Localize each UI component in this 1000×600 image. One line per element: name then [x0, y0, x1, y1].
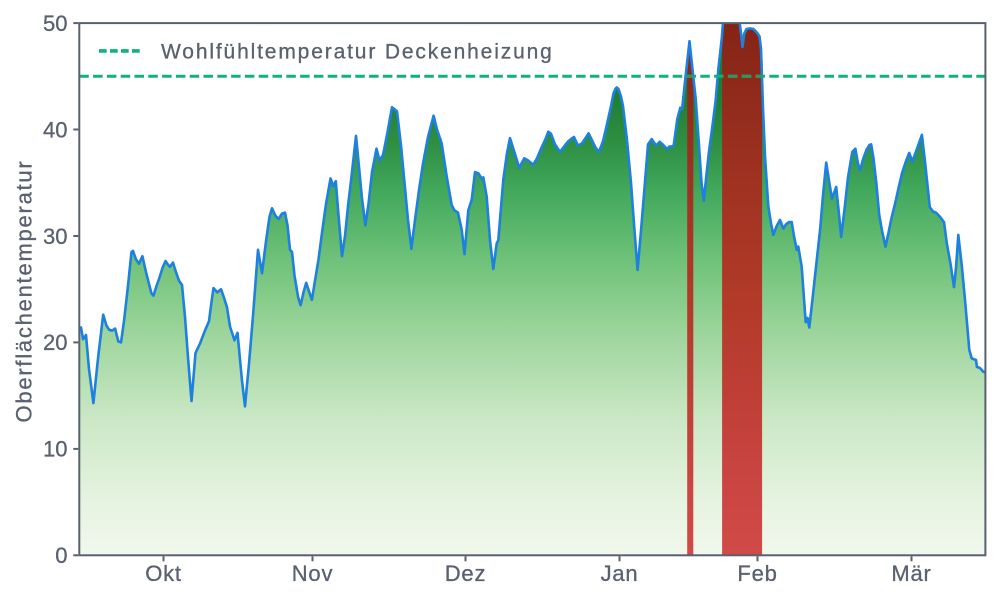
svg-text:Oberflächentemperatur: Oberflächentemperatur — [11, 160, 36, 423]
svg-text:10: 10 — [43, 437, 67, 462]
svg-text:Okt: Okt — [145, 561, 182, 586]
svg-text:Mär: Mär — [891, 561, 931, 586]
svg-text:Jan: Jan — [601, 561, 639, 586]
svg-text:Nov: Nov — [292, 561, 334, 586]
svg-text:40: 40 — [43, 117, 67, 142]
svg-text:50: 50 — [43, 11, 67, 36]
svg-text:30: 30 — [43, 224, 67, 249]
svg-text:Wohlfühltemperatur Deckenheizu: Wohlfühltemperatur Deckenheizung — [161, 41, 554, 64]
svg-text:Dez: Dez — [445, 561, 487, 586]
svg-text:Feb: Feb — [737, 561, 777, 586]
svg-text:0: 0 — [55, 543, 67, 568]
svg-text:20: 20 — [43, 330, 67, 355]
